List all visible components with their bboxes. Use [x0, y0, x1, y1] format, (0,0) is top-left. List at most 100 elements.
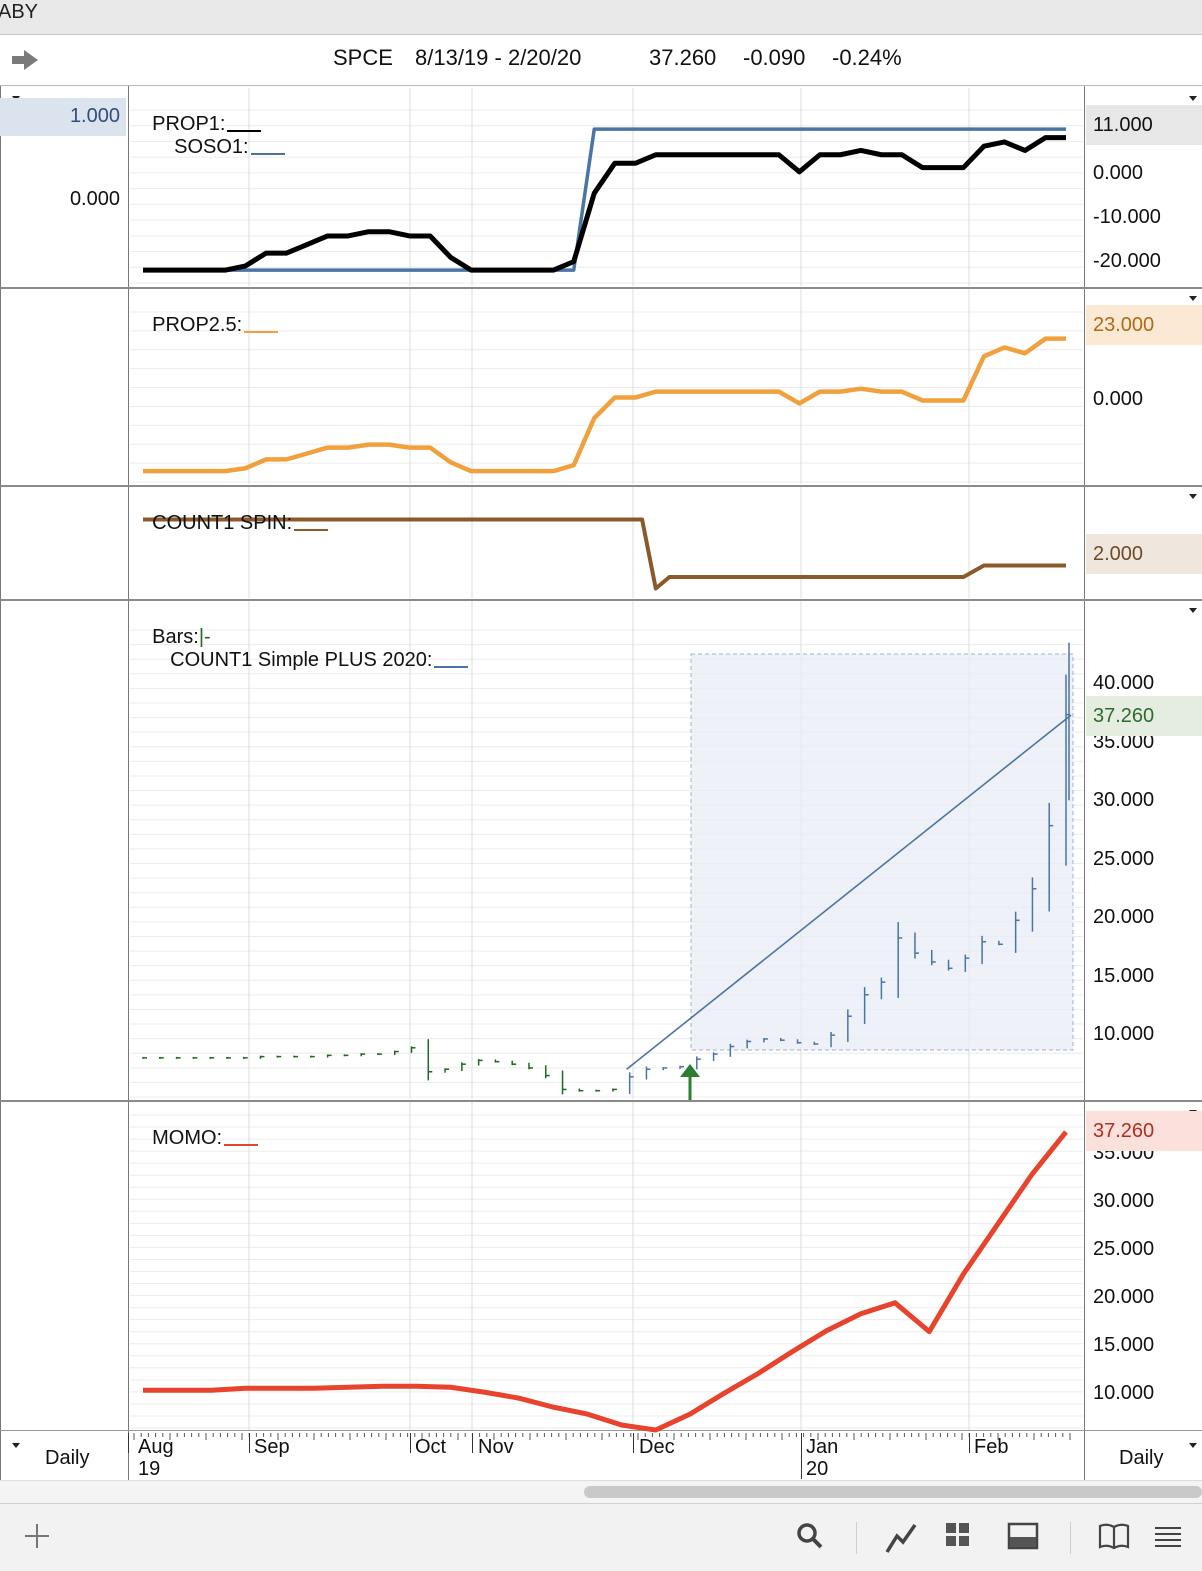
- ohlc-bar: [142, 1056, 147, 1059]
- momo-label: MOMO:: [152, 1127, 223, 1149]
- scrollbar-thumb[interactable]: [584, 1486, 1202, 1498]
- prop25-swatch: [244, 331, 279, 333]
- ohlc-bar: [528, 1062, 533, 1070]
- ohlc-bar: [310, 1055, 315, 1058]
- ohlc-bar: [393, 1050, 399, 1056]
- ohlc-bar: [830, 1031, 836, 1048]
- x-axis[interactable]: Aug 19 Sep Oct Nov Dec Jan 20 Feb: [128, 1433, 1085, 1480]
- ohlc-bar: [561, 1070, 567, 1095]
- x-divider: [472, 1433, 473, 1453]
- ohlc-bar: [259, 1055, 265, 1059]
- ohlc-bar: [159, 1056, 164, 1059]
- pane-divider[interactable]: [0, 485, 1202, 487]
- bars-glyph: |-: [198, 626, 211, 648]
- pane-title-prop1: PROP1: SOSO1:: [141, 90, 285, 159]
- value-badge-momo: 37.260: [1086, 1111, 1202, 1151]
- menu-icon[interactable]: [1152, 1521, 1184, 1551]
- x-year-20: 20: [806, 1458, 829, 1480]
- add-icon[interactable]: [22, 1521, 52, 1551]
- period-menu-icon[interactable]: [12, 1443, 20, 1448]
- ohlc-bar: [645, 1066, 651, 1080]
- last-price: 37.260: [649, 45, 717, 70]
- pane-menu-icon[interactable]: [1189, 96, 1197, 101]
- left-tick: 1.000: [69, 105, 120, 127]
- pane-divider[interactable]: [0, 287, 1202, 289]
- ohlc-bar: [477, 1059, 483, 1066]
- ohlc-bar: [326, 1054, 332, 1058]
- ohlc-bar: [763, 1037, 768, 1043]
- ohlc-bar: [377, 1053, 382, 1056]
- search-icon[interactable]: [795, 1521, 825, 1551]
- y-tick: 10.000: [1093, 1382, 1155, 1404]
- quote-header: SPCE 8/13/19 - 2/20/20 37.260 -0.090 -0.…: [0, 35, 1202, 86]
- ohlc-bar: [595, 1089, 601, 1092]
- x-year-19: 19: [138, 1458, 161, 1480]
- grid-icon[interactable]: [944, 1521, 972, 1549]
- y-tick: 0.000: [1093, 388, 1144, 410]
- y-tick: -20.000: [1093, 250, 1161, 272]
- left-value-badge: [0, 98, 126, 136]
- chart-line-icon[interactable]: [884, 1521, 918, 1555]
- period-menu-icon[interactable]: [1189, 1443, 1197, 1448]
- pane-menu-icon[interactable]: [1189, 494, 1197, 499]
- momo-swatch: [224, 1144, 259, 1146]
- period-selector-left[interactable]: Daily: [45, 1447, 90, 1469]
- book-icon[interactable]: [1097, 1521, 1131, 1551]
- y-tick: 25.000: [1093, 1238, 1155, 1260]
- window-title: ABY: [0, 1, 39, 23]
- ohlc-bar: [226, 1056, 231, 1059]
- horizontal-scrollbar[interactable]: [0, 1480, 1202, 1503]
- x-divider: [969, 1433, 970, 1453]
- soso1-swatch: [250, 153, 285, 155]
- ohlc-bar: [796, 1039, 802, 1044]
- value-badge-prop25: 23.000: [1086, 305, 1202, 345]
- xaxis-divider: [0, 1430, 1202, 1431]
- soso1-label: SOSO1:: [174, 136, 249, 158]
- ohlc-bar: [662, 1067, 668, 1071]
- pane-divider[interactable]: [0, 599, 1202, 601]
- ohlc-bar: [930, 949, 936, 966]
- count1-simple-label: COUNT1 Simple PLUS 2020:: [170, 649, 433, 671]
- ohlc-bar: [242, 1056, 248, 1059]
- count1-simple-line: [626, 714, 1072, 1070]
- ohlc-bar: [343, 1054, 349, 1057]
- y-tick: 35.000: [1093, 731, 1155, 753]
- pane-divider[interactable]: [0, 1100, 1202, 1102]
- ohlc-bar: [427, 1039, 433, 1081]
- ohlc-bar: [998, 940, 1003, 946]
- ohlc-bar: [897, 922, 903, 999]
- left-tick: 0.000: [69, 188, 120, 210]
- y-tick: -10.000: [1093, 206, 1161, 228]
- ohlc-bar: [679, 1065, 685, 1069]
- y-tick: 20.000: [1093, 1286, 1155, 1308]
- momo-line: [143, 1130, 1068, 1433]
- x-label-oct: Oct: [415, 1436, 447, 1458]
- pane-menu-icon[interactable]: [1189, 296, 1197, 301]
- pane-menu-icon[interactable]: [1189, 608, 1197, 613]
- bars-label: Bars:: [152, 626, 199, 648]
- plot-right-border: [1084, 86, 1085, 1480]
- ohlc-bar: [511, 1060, 517, 1066]
- y-tick: 10.000: [1093, 1023, 1155, 1045]
- ohlc-bar: [1014, 911, 1020, 953]
- x-label-feb: Feb: [974, 1436, 1009, 1458]
- ohlc-bar: [494, 1059, 500, 1063]
- ohlc-bar: [1048, 802, 1054, 912]
- x-axis-ticks: [133, 1433, 1071, 1440]
- buy-signal-arrow-icon: [680, 1064, 700, 1100]
- y-tick: 15.000: [1093, 965, 1155, 987]
- x-divider: [633, 1433, 634, 1453]
- panel-icon[interactable]: [1007, 1521, 1039, 1551]
- plot-left-border: [128, 86, 129, 1480]
- ohlc-bar: [880, 977, 886, 1000]
- ohlc-bar: [628, 1072, 634, 1094]
- pane-title-momo: MOMO:: [141, 1104, 259, 1150]
- chart-canvas[interactable]: [0, 0, 1202, 1480]
- period-selector-right[interactable]: Daily: [1119, 1447, 1164, 1469]
- prop25-label: PROP2.5:: [152, 314, 243, 336]
- value-badge-bars: 37.260: [1086, 696, 1202, 736]
- ohlc-bar: [779, 1037, 785, 1042]
- ohlc-bar: [847, 1009, 852, 1042]
- forward-arrow-icon[interactable]: [10, 47, 40, 73]
- toolbar-separator: [856, 1522, 857, 1554]
